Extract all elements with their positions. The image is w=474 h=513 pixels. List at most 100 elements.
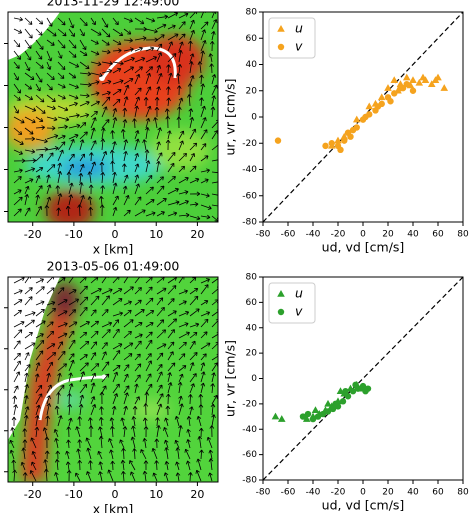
vector-arrow bbox=[175, 472, 181, 482]
y-tick-label: 60 bbox=[246, 34, 258, 44]
vector-arrow bbox=[145, 105, 152, 118]
vector-arrow bbox=[165, 405, 171, 416]
map-frame bbox=[7, 276, 219, 483]
vector-arrow bbox=[79, 195, 85, 206]
data-point bbox=[409, 87, 417, 94]
vector-arrow bbox=[57, 350, 66, 361]
vector-arrow bbox=[57, 363, 68, 372]
vector-arrow bbox=[57, 124, 68, 130]
vector-arrow bbox=[57, 310, 68, 317]
vector-arrow bbox=[57, 134, 66, 140]
vector-arrow bbox=[24, 384, 29, 394]
vector-arrow bbox=[211, 286, 218, 295]
vector-arrow bbox=[175, 461, 180, 471]
vector-arrow bbox=[67, 403, 73, 416]
vector-arrow bbox=[156, 23, 167, 30]
vector-arrow bbox=[200, 12, 206, 19]
x-tick-label: 20 bbox=[382, 488, 394, 498]
vector-arrow bbox=[90, 28, 102, 36]
data-point bbox=[322, 142, 329, 150]
vector-arrow bbox=[123, 364, 130, 372]
vector-arrow bbox=[174, 439, 180, 449]
vector-arrow bbox=[134, 209, 146, 217]
vector-arrow bbox=[11, 416, 17, 427]
vector-arrow bbox=[189, 165, 197, 173]
vector-arrow bbox=[145, 286, 153, 295]
vector-arrow bbox=[156, 14, 169, 20]
vector-arrow bbox=[35, 28, 43, 36]
vector-arrow bbox=[35, 17, 44, 25]
data-point bbox=[419, 73, 427, 81]
vector-arrow bbox=[123, 139, 129, 151]
vector-arrow bbox=[163, 472, 169, 482]
vector-arrow bbox=[154, 106, 160, 118]
vector-arrow bbox=[9, 449, 15, 460]
data-point bbox=[344, 129, 352, 136]
vector-arrow bbox=[211, 95, 216, 107]
vector-arrow bbox=[101, 329, 111, 339]
vector-arrow bbox=[189, 61, 194, 74]
vector-arrow bbox=[90, 309, 97, 317]
vector-arrow bbox=[35, 194, 40, 206]
y-tick-label: -40 bbox=[242, 165, 257, 175]
vector-arrow bbox=[100, 127, 106, 140]
vector-arrow bbox=[134, 299, 142, 306]
vector-arrow bbox=[24, 127, 34, 135]
vector-arrow bbox=[98, 426, 103, 438]
vector-arrow bbox=[46, 72, 55, 81]
vector-arrow bbox=[200, 117, 207, 129]
vector-arrow bbox=[200, 21, 209, 30]
vector-arrow bbox=[65, 461, 71, 471]
vector-arrow bbox=[101, 342, 108, 350]
y-tick-label: -80 bbox=[242, 476, 257, 486]
x-tick-label: 80 bbox=[457, 488, 469, 498]
vector-arrow bbox=[35, 39, 44, 50]
vector-arrow bbox=[46, 307, 56, 317]
vector-arrow bbox=[176, 116, 182, 129]
vector-arrow bbox=[57, 372, 62, 383]
vector-arrow bbox=[44, 450, 50, 460]
vector-arrow bbox=[24, 167, 36, 173]
vector-arrow bbox=[101, 351, 107, 361]
vector-arrow bbox=[198, 404, 204, 416]
vector-arrow bbox=[167, 33, 179, 41]
vector-arrow bbox=[167, 372, 172, 383]
vector-arrow bbox=[68, 17, 75, 29]
y-tick-label: -20 bbox=[242, 139, 257, 149]
vector-arrow bbox=[24, 277, 31, 284]
vector-arrow bbox=[44, 204, 50, 217]
vector-arrow bbox=[24, 149, 36, 154]
data-point bbox=[349, 126, 357, 134]
vector-arrow bbox=[200, 214, 211, 220]
vector-arrow bbox=[13, 196, 23, 206]
vector-arrow bbox=[208, 449, 214, 460]
vector-arrow bbox=[35, 333, 44, 339]
vector-arrow bbox=[24, 406, 30, 416]
vector-arrow bbox=[178, 152, 187, 162]
vector-arrow bbox=[100, 171, 106, 184]
vector-arrow bbox=[88, 425, 94, 438]
data-point bbox=[352, 381, 359, 389]
vector-arrow bbox=[123, 17, 133, 23]
vector-arrow bbox=[211, 319, 218, 328]
vector-arrow bbox=[13, 138, 24, 145]
vector-arrow bbox=[78, 182, 84, 195]
vector-arrow bbox=[46, 125, 56, 131]
vector-arrow bbox=[24, 194, 30, 206]
vector-arrow bbox=[79, 113, 90, 118]
data-point bbox=[336, 387, 345, 394]
vector-arrow bbox=[79, 153, 85, 162]
vector-arrow bbox=[12, 395, 18, 405]
vector-arrow bbox=[35, 320, 46, 328]
vector-arrow bbox=[79, 371, 86, 383]
vector-arrow bbox=[35, 125, 45, 130]
vector-arrow bbox=[13, 127, 23, 135]
vector-arrow bbox=[134, 340, 142, 350]
vector-arrow bbox=[123, 300, 132, 306]
vector-arrow bbox=[145, 186, 154, 195]
vector-arrow bbox=[200, 318, 209, 328]
vector-arrow bbox=[145, 175, 153, 184]
vector-arrow bbox=[120, 459, 126, 471]
vector-arrow bbox=[211, 74, 217, 85]
vector-arrow bbox=[178, 199, 189, 206]
